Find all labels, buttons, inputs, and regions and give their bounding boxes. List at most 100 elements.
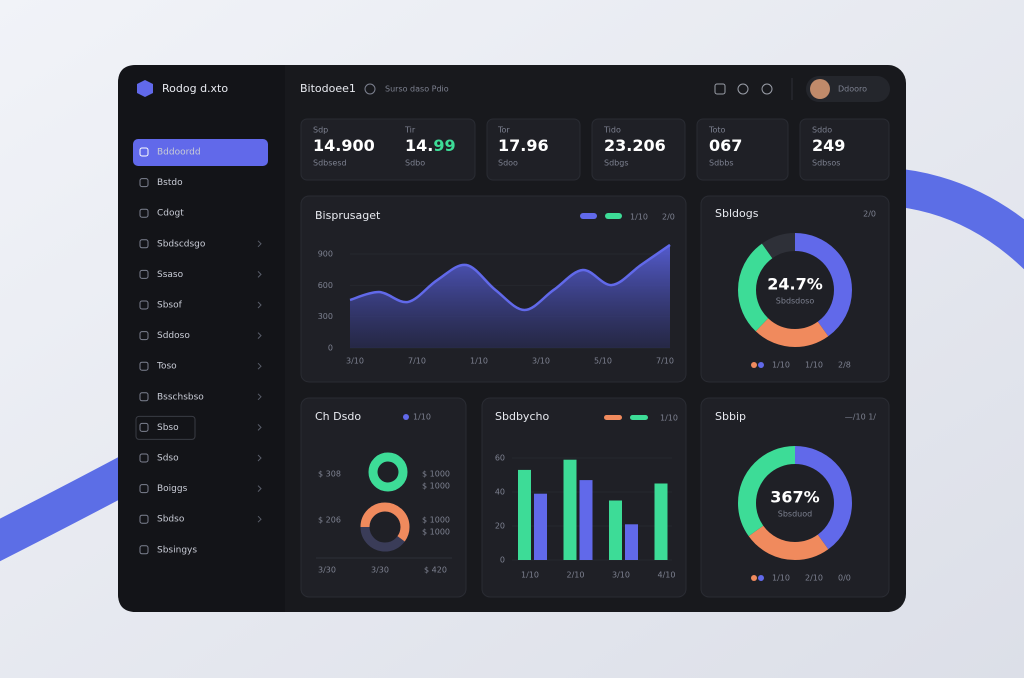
legend-dot bbox=[758, 575, 764, 581]
gauge-sub: $ 1000 bbox=[422, 482, 450, 491]
x-tick-label: 1/10 bbox=[470, 357, 488, 366]
legend-label: 2/0 bbox=[662, 213, 675, 222]
legend-label: 2/10 bbox=[805, 574, 823, 583]
gauge-footer: 3/30 bbox=[318, 566, 336, 575]
kpi-sub: Sdoo bbox=[498, 159, 518, 168]
legend-dot bbox=[751, 362, 757, 368]
nav-item[interactable]: Cdogt bbox=[157, 209, 184, 219]
legend-dot bbox=[751, 575, 757, 581]
legend-label: 1/10 bbox=[413, 413, 431, 422]
kpi-value-accent: 99 bbox=[433, 136, 455, 155]
area-line bbox=[349, 243, 671, 312]
nav-item[interactable]: Sdso bbox=[157, 454, 179, 464]
nav-item[interactable]: Toso bbox=[156, 362, 177, 372]
y-tick-label: 40 bbox=[495, 488, 505, 497]
nav-item[interactable]: Sddoso bbox=[157, 331, 190, 341]
kpi-card bbox=[696, 118, 789, 181]
y-tick-label: 300 bbox=[318, 312, 333, 321]
x-tick-label: 5/10 bbox=[594, 357, 612, 366]
nav-item[interactable]: Sbsingys bbox=[157, 545, 197, 555]
nav-icon bbox=[139, 392, 149, 402]
sidebar bbox=[118, 65, 285, 612]
legend-dot bbox=[758, 362, 764, 368]
nav-icon bbox=[139, 453, 149, 463]
panel bbox=[700, 397, 890, 598]
area-fill bbox=[350, 244, 670, 348]
panel-title: Sbldogs bbox=[715, 207, 759, 220]
nav-item[interactable]: Sbsof bbox=[157, 301, 183, 311]
bar bbox=[579, 480, 593, 560]
donut-center: 24.7% bbox=[767, 275, 823, 294]
gauge-label: $ 308 bbox=[318, 470, 341, 479]
nav-active bbox=[133, 139, 268, 166]
kpi-value-main: 14.900 bbox=[313, 136, 375, 155]
panel-note: 2/0 bbox=[863, 210, 876, 219]
bar bbox=[534, 493, 547, 560]
panel-title: Bisprusaget bbox=[315, 209, 381, 222]
nav-hover bbox=[135, 415, 196, 440]
brand: Rodog d.xto bbox=[162, 82, 228, 95]
nav-item[interactable]: Bddoordd bbox=[157, 148, 201, 158]
y-tick-label: 20 bbox=[495, 522, 505, 531]
kpi-value: 249 bbox=[812, 136, 845, 155]
donut-sub: Sbsduod bbox=[778, 510, 812, 519]
nav-icon bbox=[139, 484, 149, 494]
chevron bbox=[257, 240, 262, 248]
kpi-label: Tido bbox=[603, 126, 621, 135]
nav-item[interactable]: Bsschsbso bbox=[157, 392, 204, 402]
kpi-label: Sddo bbox=[812, 126, 832, 135]
panel-title: Sbdbycho bbox=[495, 410, 549, 423]
kpi-value: 23.206 bbox=[604, 136, 666, 155]
donut-segment bbox=[738, 233, 852, 347]
kpi-value: 14.900 bbox=[313, 136, 375, 155]
kpi-value-main: 249 bbox=[812, 136, 845, 155]
kpi-value: 067 bbox=[709, 136, 742, 155]
legend-label: 1/10 bbox=[805, 361, 823, 370]
kpi-label: Tir bbox=[404, 126, 416, 135]
kpi-label: Tor bbox=[497, 126, 510, 135]
legend-swatch bbox=[605, 213, 622, 219]
y-tick-label: 600 bbox=[318, 281, 333, 290]
breadcrumb[interactable]: Surso daso Pdio bbox=[385, 85, 449, 94]
y-tick-label: 0 bbox=[328, 344, 333, 353]
x-tick-label: 3/10 bbox=[612, 571, 630, 580]
kpi-sub: Sdbbs bbox=[709, 159, 733, 168]
panel-note: —/10 1/ bbox=[845, 413, 877, 422]
x-tick-label: 2/10 bbox=[567, 571, 585, 580]
gauge-label: $ 206 bbox=[318, 516, 341, 525]
nav-item[interactable]: Sbdso bbox=[157, 515, 185, 525]
nav-item[interactable]: Ssaso bbox=[157, 270, 184, 280]
nav-icon bbox=[139, 147, 149, 157]
panel bbox=[300, 397, 467, 598]
gauge-footer: $ 420 bbox=[424, 566, 447, 575]
nav-icon bbox=[139, 361, 149, 371]
icon bbox=[364, 83, 376, 95]
kpi-label: Toto bbox=[708, 126, 726, 135]
icon-button[interactable] bbox=[737, 83, 749, 95]
nav-item[interactable]: Sbso bbox=[157, 423, 179, 433]
panel bbox=[700, 195, 890, 383]
gauge-label: $ 1000 bbox=[422, 470, 450, 479]
x-tick-label: 3/10 bbox=[346, 357, 364, 366]
chevron bbox=[257, 301, 262, 309]
chevron bbox=[257, 424, 262, 431]
page-title: Bitodoee1 bbox=[300, 82, 356, 95]
gauge-arc bbox=[360, 502, 410, 552]
nav-icon bbox=[139, 514, 149, 524]
legend-label: 1/10 bbox=[660, 414, 678, 423]
nav-item[interactable]: Bstdo bbox=[157, 178, 183, 188]
icon-button[interactable] bbox=[714, 83, 726, 95]
nav-item[interactable]: Sbdscdsgo bbox=[157, 239, 206, 249]
nav-item[interactable]: Boiggs bbox=[157, 484, 188, 494]
legend-swatch bbox=[604, 415, 622, 420]
kpi-label: Sdp bbox=[313, 126, 328, 135]
icon-button[interactable] bbox=[761, 83, 773, 95]
panel-title: Ch Dsdo bbox=[315, 410, 361, 423]
kpi-card bbox=[486, 118, 581, 181]
kpi-sub: Sdbsos bbox=[812, 159, 840, 168]
kpi-card bbox=[799, 118, 890, 181]
kpi-card bbox=[591, 118, 686, 181]
panel-title: Sbbip bbox=[715, 410, 746, 423]
kpi-value-main: 067 bbox=[709, 136, 742, 155]
